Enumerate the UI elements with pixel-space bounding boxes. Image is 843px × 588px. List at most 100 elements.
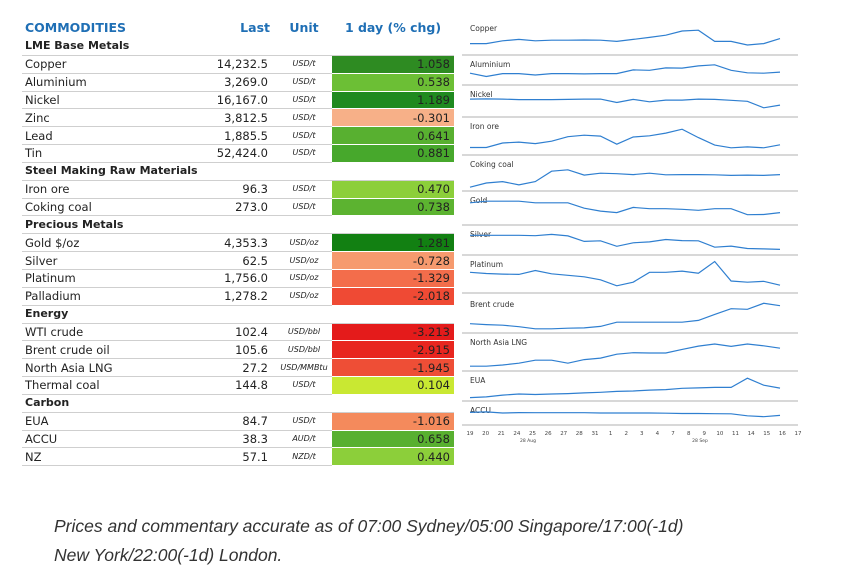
axis-tick-label: 1	[609, 431, 613, 437]
commodity-name: Coking coal	[22, 198, 194, 217]
change-cell: 0.470	[332, 180, 454, 199]
change-cell: -2.018	[332, 287, 454, 306]
price-unit: USD/t	[276, 73, 332, 92]
sparkline-line	[470, 343, 781, 367]
section-spacer	[332, 305, 454, 324]
sparkline-7: Platinum	[462, 260, 798, 294]
sparkline-line	[470, 233, 781, 250]
table-body: LME Base Metals Copper 14,232.5 USD/t 1.058 A…	[22, 38, 454, 467]
header-last: Last	[240, 20, 270, 35]
commodities-table: COMMODITIES Last Unit 1 day (% chg) LME …	[22, 16, 454, 467]
last-price: 52,424.0	[194, 144, 276, 163]
axis-tick-label: 21	[498, 431, 505, 437]
sparkline-label: ACCU	[470, 406, 491, 415]
change-cell: -1.329	[332, 269, 454, 288]
change-cell: 0.104	[332, 376, 454, 395]
last-price: 1,278.2	[194, 287, 276, 306]
table-row: Zinc 3,812.5 USD/t -0.301	[22, 108, 454, 128]
axis-tick-label: 11	[732, 431, 739, 437]
price-unit: USD/t	[276, 91, 332, 110]
price-unit: USD/bbl	[276, 323, 332, 342]
change-cell: -1.945	[332, 358, 454, 378]
sparkline-4: Coking coal	[462, 160, 798, 192]
last-price: 27.2	[194, 358, 276, 378]
table-row: Lead 1,885.5 USD/t 0.641	[22, 126, 454, 146]
sparkline-label: Nickel	[470, 90, 493, 99]
sparkline-label: Gold	[470, 196, 487, 205]
sparkline-line	[469, 169, 781, 188]
sparkline-line	[469, 302, 781, 330]
table-row: Palladium 1,278.2 USD/oz -2.018	[22, 287, 454, 306]
commodity-name: Gold $/oz	[22, 233, 194, 253]
change-cell: 0.881	[332, 144, 454, 163]
change-cell: -3.213	[332, 323, 454, 342]
axis-month-label: 28 Sep	[692, 438, 708, 444]
price-unit: USD/t	[276, 144, 332, 163]
table-row: Aluminium 3,269.0 USD/t 0.538	[22, 73, 454, 92]
axis-tick-label: 28	[576, 431, 583, 437]
header-commodities: COMMODITIES	[25, 20, 127, 35]
last-price: 3,269.0	[194, 73, 276, 92]
sparkline-3: Iron ore	[462, 122, 798, 156]
price-unit: USD/t	[276, 55, 332, 74]
price-unit: USD/oz	[276, 251, 332, 270]
sparkline-0: Copper	[462, 24, 798, 56]
price-unit: USD/t	[276, 108, 332, 128]
header-unit: Unit	[289, 20, 319, 35]
last-price: 144.8	[194, 376, 276, 395]
section-spacer	[332, 394, 454, 413]
section-label: Steel Making Raw Materials	[22, 162, 332, 181]
change-cell: 1.281	[332, 233, 454, 253]
commodity-name: Platinum	[22, 269, 194, 288]
last-price: 273.0	[194, 198, 276, 217]
sparkline-11: ACCU	[462, 406, 798, 426]
last-price: 1,756.0	[194, 269, 276, 288]
sparkline-line	[469, 200, 781, 216]
commodity-name: EUA	[22, 412, 194, 431]
price-unit: USD/MMBtu	[276, 358, 332, 378]
axis-tick-label: 19	[467, 431, 474, 437]
sparkline-line	[470, 128, 781, 149]
sparkline-label: Platinum	[470, 260, 503, 269]
table-row: ACCU 38.3 AUD/t 0.658	[22, 430, 454, 449]
commodity-name: Brent crude oil	[22, 340, 194, 360]
sparkline-9: North Asia LNG	[462, 338, 798, 372]
sparkline-line	[469, 98, 781, 109]
section-row: Precious Metals	[22, 215, 454, 235]
section-row: LME Base Metals	[22, 38, 454, 56]
section-label: LME Base Metals	[22, 38, 332, 56]
commodity-name: Thermal coal	[22, 376, 194, 395]
last-price: 62.5	[194, 251, 276, 270]
axis-tick-label: 9	[703, 431, 707, 437]
axis-tick-label: 25	[529, 431, 536, 437]
axis-tick-label: 3	[640, 431, 644, 437]
commodity-name: Zinc	[22, 108, 194, 128]
sparkline-8: Brent crude	[462, 300, 798, 334]
change-cell: 0.738	[332, 198, 454, 217]
change-cell: -0.728	[332, 251, 454, 270]
price-unit: USD/t	[276, 180, 332, 199]
section-row: Carbon	[22, 394, 454, 413]
axis-tick-label: 16	[779, 431, 786, 437]
axis-tick-label: 10	[716, 431, 723, 437]
sparkline-label: Silver	[470, 230, 492, 239]
axis-tick-label: 27	[560, 431, 567, 437]
axis-tick-label: 26	[545, 431, 552, 437]
sparkline-label: EUA	[470, 376, 486, 385]
last-price: 4,353.3	[194, 233, 276, 253]
table-row: Nickel 16,167.0 USD/t 1.189	[22, 91, 454, 110]
section-label: Precious Metals	[22, 215, 332, 235]
table-row: North Asia LNG 27.2 USD/MMBtu -1.945	[22, 358, 454, 378]
change-cell: 0.641	[332, 126, 454, 146]
change-cell: 0.440	[332, 447, 454, 467]
table-row: WTI crude 102.4 USD/bbl -3.213	[22, 323, 454, 342]
axis-tick-label: 14	[748, 431, 755, 437]
table-row: Iron ore 96.3 USD/t 0.470	[22, 180, 454, 199]
commodity-name: Palladium	[22, 287, 194, 306]
table-row: Copper 14,232.5 USD/t 1.058	[22, 55, 454, 74]
section-spacer	[332, 215, 454, 235]
change-cell: -2.915	[332, 340, 454, 360]
section-row: Energy	[22, 305, 454, 324]
table-row: Thermal coal 144.8 USD/t 0.104	[22, 376, 454, 395]
price-unit: USD/t	[276, 126, 332, 146]
